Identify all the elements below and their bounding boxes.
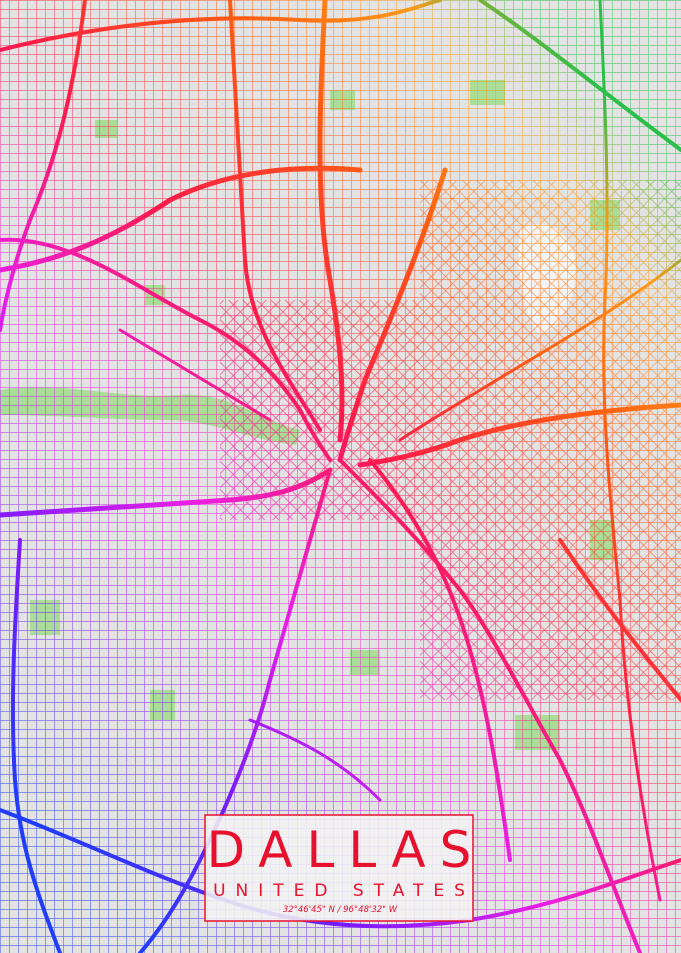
- coordinates: 32°46'45" N / 96°48'32" W: [283, 905, 398, 915]
- city-name: DALLAS: [207, 821, 486, 879]
- label-box: [204, 814, 474, 922]
- title-label: DALLAS UNITED STATES 32°46'45" N / 96°48…: [204, 814, 486, 922]
- country-name: UNITED STATES: [213, 881, 475, 901]
